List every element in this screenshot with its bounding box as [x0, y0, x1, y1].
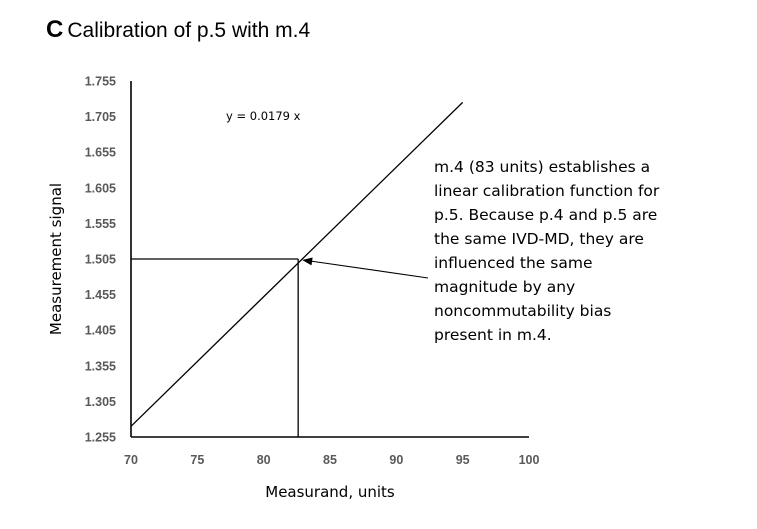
y-tick-label: 1.505 [85, 253, 116, 267]
y-tick-label: 1.405 [85, 324, 116, 338]
annotation-arrow [302, 257, 429, 279]
panel-letter: C [46, 16, 64, 43]
y-tick-label: 1.755 [85, 75, 116, 89]
x-tick-label: 70 [124, 453, 138, 467]
x-tick-label: 80 [257, 453, 271, 467]
y-tick-label: 1.605 [85, 181, 116, 195]
x-tick-label: 100 [519, 453, 540, 467]
y-tick-label: 1.655 [85, 146, 116, 160]
y-tick-label: 1.455 [85, 288, 116, 302]
chart-title: C Calibration of p.5 with m.4 [46, 16, 310, 44]
equation-label: y = 0.0179 x [226, 109, 301, 123]
x-tick-labels: 70 75 80 85 90 95 100 [124, 453, 539, 467]
x-tick-label: 90 [389, 453, 403, 467]
y-tick-label: 1.555 [85, 217, 116, 231]
y-tick-labels: 1.255 1.305 1.355 1.405 1.455 1.505 1.555 1.605… [85, 75, 116, 445]
x-tick-label: 75 [190, 453, 204, 467]
y-tick-label: 1.255 [85, 431, 116, 445]
annotation-text: m.4 (83 units) establishes a linear cali… [434, 158, 660, 344]
calibration-line [130, 101, 464, 427]
y-tick-label: 1.305 [85, 395, 116, 409]
y-axis-title: Measurement signal [47, 183, 65, 335]
x-axis-title: Measurand, units [265, 483, 395, 501]
y-tick-label: 1.705 [85, 110, 116, 124]
y-tick-label: 1.355 [85, 359, 116, 373]
x-tick-label: 85 [323, 453, 337, 467]
x-tick-label: 95 [456, 453, 470, 467]
chart-title-text: Calibration of p.5 with m.4 [67, 19, 311, 42]
